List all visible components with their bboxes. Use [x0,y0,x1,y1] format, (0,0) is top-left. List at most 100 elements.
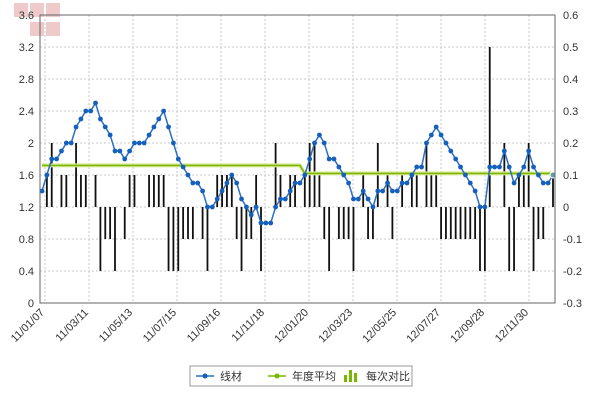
comparison-bar [177,207,180,271]
wire-rod-point [282,196,288,202]
comparison-bar [123,207,126,239]
comparison-bar [449,207,452,239]
comparison-bar [294,175,296,207]
wire-rod-point [136,140,142,146]
comparison-bar [440,207,442,239]
comparison-bar [80,175,82,207]
comparison-bar [303,175,306,207]
wire-rod-point [219,188,225,194]
right-axis-tick-label: 0.1 [563,170,578,182]
wire-rod-point [380,188,386,194]
wire-rod-point [59,148,64,154]
wire-rod-series [39,100,557,226]
comparison-bar [372,207,374,239]
wire-rod-point [492,164,497,170]
comparison-bar [172,207,175,271]
wire-rod-point [263,220,269,226]
comparison-bar [386,175,389,207]
comparison-bar [65,175,68,207]
comparison-bar [464,207,467,239]
comparison-bar [518,175,520,207]
wire-rod-point [248,212,254,218]
wire-rod-point [54,156,59,162]
wire-rod-point [102,124,108,130]
right-axis-tick-label: 0.6 [563,10,578,22]
comparison-bar [435,175,438,207]
comparison-bar [206,207,209,271]
comparison-bar [94,175,97,207]
comparison-bar [75,143,77,207]
wire-rod-point [244,204,249,210]
wire-rod-point [394,188,400,194]
wire-rod-point [458,164,463,170]
wire-rod-point [117,148,123,154]
wire-rod-point [365,196,371,202]
comparison-bar [367,207,369,239]
x-axis-tick-label: 12/11/30 [493,307,531,345]
wire-rod-point [351,196,356,202]
wire-rod-point [414,164,420,170]
comparison-bar [99,207,102,271]
wire-rod-point [287,188,293,194]
wire-rod-point [536,172,541,178]
wire-rod-point [292,180,298,186]
wire-rod-point [385,180,390,186]
wire-rod-point [63,140,69,146]
wire-rod-point [195,180,201,186]
wire-rod-point [98,116,103,122]
wire-rod-point [209,204,215,210]
wire-rod-point [409,172,415,178]
comparison-bar [342,207,345,239]
comparison-bar [488,47,491,207]
bar-chart-icon [354,373,357,382]
wire-rod-point [161,108,167,114]
comparison-bar [216,175,219,207]
wire-rod-point [428,132,434,138]
comparison-bar [479,207,481,271]
wire-rod-point [239,196,244,202]
comparison-bar [245,207,248,239]
legend-label: 年度平均 [292,369,336,383]
wire-rod-point [501,148,507,154]
comparison-bar [162,175,165,207]
wire-rod-point [112,148,118,154]
comparison-bar [352,207,355,271]
wire-rod-point [472,188,478,194]
wire-rod-point [487,164,493,170]
x-axis-tick-label: 11/03/11 [54,307,92,345]
comparison-bar [552,175,554,207]
comparison-bar [318,175,321,207]
comparison-bar [474,207,477,239]
watermark-block-1 [14,3,28,17]
watermark-block-3 [46,3,60,17]
wire-rod-point [49,156,55,162]
x-axis-tick-label: 12/01/20 [272,307,311,346]
left-axis-tick-label: 2 [28,138,34,150]
comparison-bar [250,207,253,239]
right-axis-tick-label: -0.3 [563,298,582,310]
wire-rod-point [506,164,512,170]
annual-average-line-halo [42,163,553,176]
comparison-bar [133,175,136,207]
comparison-bar [182,207,185,239]
wire-rod-point [258,220,264,226]
wire-rod-point [253,204,259,210]
right-axis-tick-label: 0.4 [563,74,578,86]
wire-rod-point [88,108,94,114]
wire-rod-point [321,140,327,146]
x-axis-tick-label: 11/05/13 [97,307,135,345]
wire-rod-point [229,172,235,178]
comparison-bar [104,207,107,239]
right-axis-tick-label: 0.2 [563,138,578,150]
wire-rod-point [424,140,429,146]
wire-rod-point [234,180,240,186]
wire-rod-point [540,180,546,186]
comparison-bar [191,207,194,239]
comparison-bar [415,175,418,207]
comparison-bar [410,175,413,207]
wire-rod-point [44,172,50,178]
wire-rod-point [78,116,84,122]
right-axis-tick-label: 0.3 [563,106,578,118]
